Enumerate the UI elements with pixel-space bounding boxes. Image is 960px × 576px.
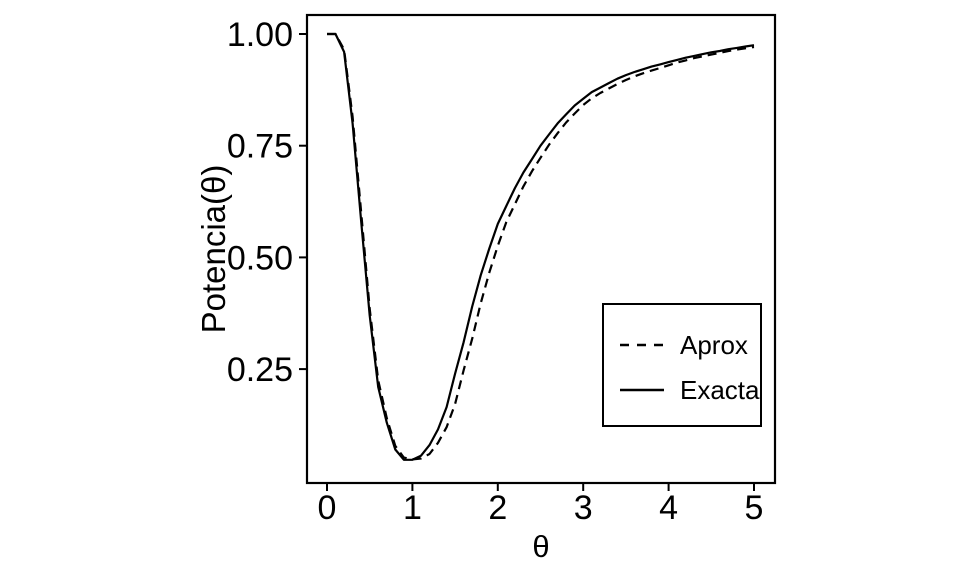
y-tick-label: 0.25	[227, 351, 293, 389]
x-tick-label: 1	[403, 489, 422, 527]
solid-line-icon	[620, 388, 664, 392]
x-tick-label: 5	[745, 489, 764, 527]
y-tick-label: 0.75	[227, 128, 293, 166]
legend-label-aprox: Aprox	[680, 330, 748, 360]
dashed-line-icon	[620, 343, 664, 347]
x-tick-label: 2	[488, 489, 507, 527]
x-axis-title: θ	[532, 529, 550, 564]
y-tick-label: 0.50	[227, 239, 293, 277]
x-tick-label: 4	[659, 489, 678, 527]
y-tick-label: 1.00	[227, 16, 293, 54]
legend-item-aprox: Aprox	[619, 332, 748, 358]
x-tick-label: 3	[574, 489, 593, 527]
legend-item-exacta: Exacta	[619, 377, 760, 403]
x-tick-label: 0	[318, 489, 337, 527]
y-axis-title: Potencia(θ)	[195, 164, 232, 334]
legend-label-exacta: Exacta	[680, 375, 760, 405]
legend: Aprox Exacta	[602, 303, 762, 427]
series-line-aprox	[327, 32, 755, 461]
panel-border	[305, 13, 777, 485]
series-line-exacta	[327, 32, 755, 461]
